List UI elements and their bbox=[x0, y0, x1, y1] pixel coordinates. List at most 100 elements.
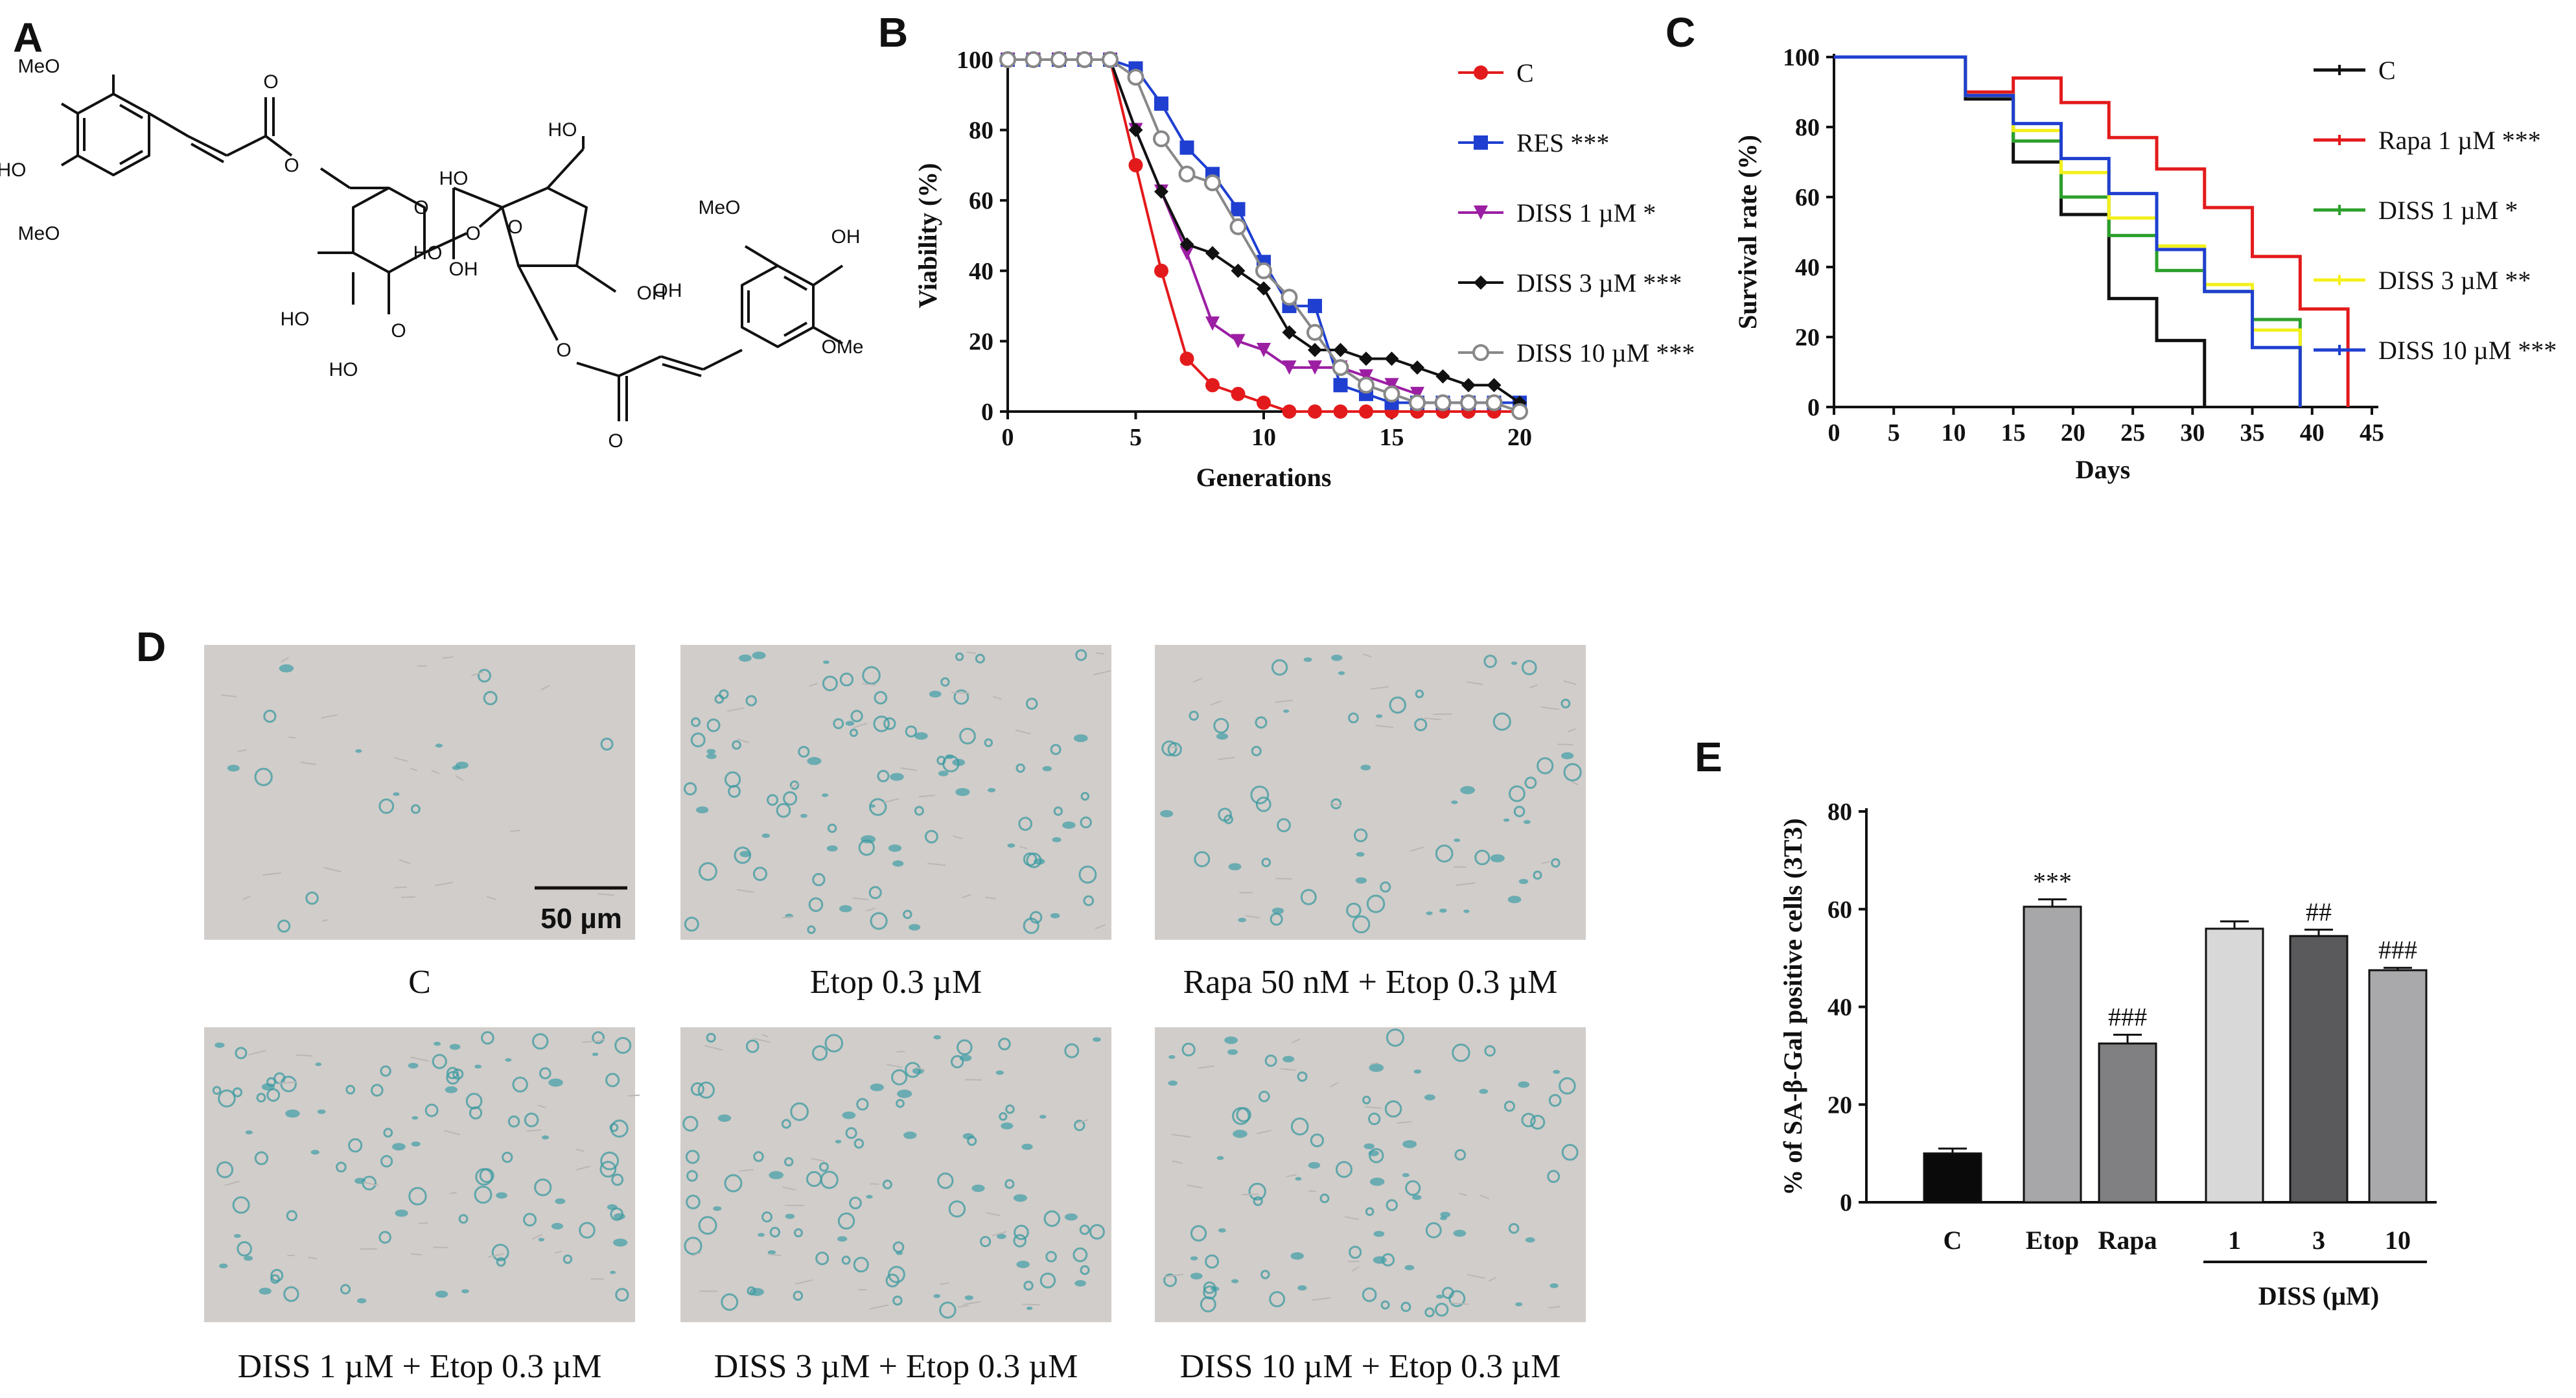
cell-texture bbox=[281, 657, 289, 663]
stained-cell bbox=[1250, 786, 1270, 804]
cell-texture bbox=[727, 707, 745, 712]
stained-cell bbox=[1503, 1101, 1515, 1112]
bar bbox=[1923, 1152, 1982, 1204]
stained-cell bbox=[984, 738, 993, 747]
stained-cell bbox=[614, 1036, 632, 1054]
data-point bbox=[1332, 359, 1349, 377]
cell-texture bbox=[790, 783, 798, 788]
cell-texture bbox=[963, 1301, 981, 1305]
stained-cell bbox=[706, 753, 717, 760]
stained-cell bbox=[383, 1128, 393, 1138]
atom-label: OH bbox=[653, 280, 682, 301]
stained-cell bbox=[1368, 1150, 1379, 1156]
cell-texture bbox=[1450, 1302, 1469, 1305]
data-point bbox=[1281, 288, 1298, 306]
stained-cell bbox=[541, 1135, 550, 1140]
data-point bbox=[1257, 281, 1271, 296]
stained-cell bbox=[1093, 1037, 1101, 1042]
y-tick-label: 60 bbox=[1795, 184, 1820, 211]
atom-label: O bbox=[608, 430, 623, 452]
micrograph-image bbox=[204, 645, 635, 940]
stained-cell bbox=[849, 728, 858, 738]
x-tick-label: 40 bbox=[2300, 419, 2325, 447]
cell-texture bbox=[575, 1165, 591, 1171]
stained-cell bbox=[1161, 740, 1178, 756]
y-tick-label: 100 bbox=[1783, 44, 1820, 71]
y-tick-label: 80 bbox=[969, 117, 993, 145]
stained-cell bbox=[789, 780, 800, 790]
panel-label-c: C bbox=[1665, 9, 1695, 56]
stained-cell bbox=[892, 860, 904, 867]
stained-cell bbox=[739, 654, 752, 662]
stained-cell bbox=[849, 1196, 862, 1209]
data-point bbox=[1102, 51, 1119, 68]
data-point bbox=[1474, 205, 1488, 220]
stained-cell bbox=[1203, 1281, 1216, 1294]
stained-cell bbox=[995, 1070, 1004, 1075]
stained-cell bbox=[1352, 915, 1371, 934]
cell-texture bbox=[526, 1129, 542, 1132]
stained-cell bbox=[1373, 1231, 1385, 1237]
stained-cell bbox=[1548, 1094, 1562, 1107]
data-point bbox=[1474, 135, 1488, 150]
stained-cell bbox=[903, 909, 912, 920]
stained-cell bbox=[1218, 1228, 1226, 1233]
stained-cell bbox=[683, 782, 697, 796]
stained-cell bbox=[769, 1171, 783, 1180]
stained-cell bbox=[605, 1073, 620, 1088]
legend-label: DISS 3 µM ** bbox=[2378, 266, 2531, 295]
cell-texture bbox=[487, 1253, 505, 1258]
x-tick-label: C bbox=[1944, 1226, 1962, 1255]
stained-cell bbox=[682, 1115, 699, 1132]
stained-cell bbox=[305, 891, 319, 905]
stained-cell bbox=[279, 664, 294, 673]
stained-cell bbox=[458, 1214, 469, 1224]
cell-texture bbox=[1563, 680, 1577, 686]
stained-cell bbox=[412, 1116, 419, 1120]
x-tick-label: 1 bbox=[2228, 1226, 2241, 1255]
stained-cell bbox=[684, 1237, 702, 1255]
stained-cell bbox=[532, 1033, 549, 1050]
stained-cell bbox=[1363, 1143, 1375, 1150]
stained-cell bbox=[446, 1067, 459, 1080]
data-point bbox=[1229, 218, 1247, 235]
stained-cell bbox=[1413, 1069, 1422, 1074]
stained-cell bbox=[449, 1043, 461, 1050]
stained-cell bbox=[815, 1252, 830, 1266]
cell-texture bbox=[966, 651, 976, 654]
stained-cell bbox=[496, 1192, 507, 1199]
stained-cell bbox=[1559, 1077, 1576, 1095]
stained-cell bbox=[853, 1257, 869, 1273]
cell-texture bbox=[704, 1045, 723, 1051]
stained-cell bbox=[950, 1054, 964, 1069]
stained-cell bbox=[822, 793, 829, 797]
cell-texture bbox=[866, 907, 876, 912]
cell-texture bbox=[598, 893, 614, 896]
stained-cell bbox=[534, 1178, 552, 1196]
cell-texture bbox=[795, 1279, 813, 1285]
stained-cell bbox=[433, 1042, 441, 1046]
atom-label: O bbox=[391, 320, 406, 342]
data-point bbox=[1154, 263, 1168, 278]
stained-cell bbox=[1369, 1148, 1384, 1163]
cell-texture bbox=[961, 894, 971, 899]
cell-texture bbox=[486, 896, 496, 900]
stained-cell bbox=[1083, 895, 1095, 907]
cell-texture bbox=[399, 859, 411, 865]
stained-cell bbox=[1264, 1054, 1277, 1067]
cell-texture bbox=[575, 1148, 585, 1152]
stained-cell bbox=[1074, 1119, 1085, 1132]
micrograph-image bbox=[680, 1027, 1111, 1322]
atom-label: HO bbox=[413, 242, 443, 264]
stained-cell bbox=[745, 1040, 760, 1053]
stained-cell bbox=[1248, 1182, 1266, 1201]
stained-cell bbox=[348, 1138, 363, 1153]
stained-cell bbox=[967, 1136, 977, 1146]
stained-cell bbox=[971, 1184, 985, 1193]
cell-texture bbox=[1362, 653, 1372, 658]
cell-texture bbox=[1291, 1038, 1301, 1044]
stained-cell bbox=[1492, 712, 1511, 731]
stained-cell bbox=[345, 1084, 356, 1095]
left-aromatic-ring bbox=[76, 93, 150, 176]
stained-cell bbox=[1549, 1283, 1559, 1288]
